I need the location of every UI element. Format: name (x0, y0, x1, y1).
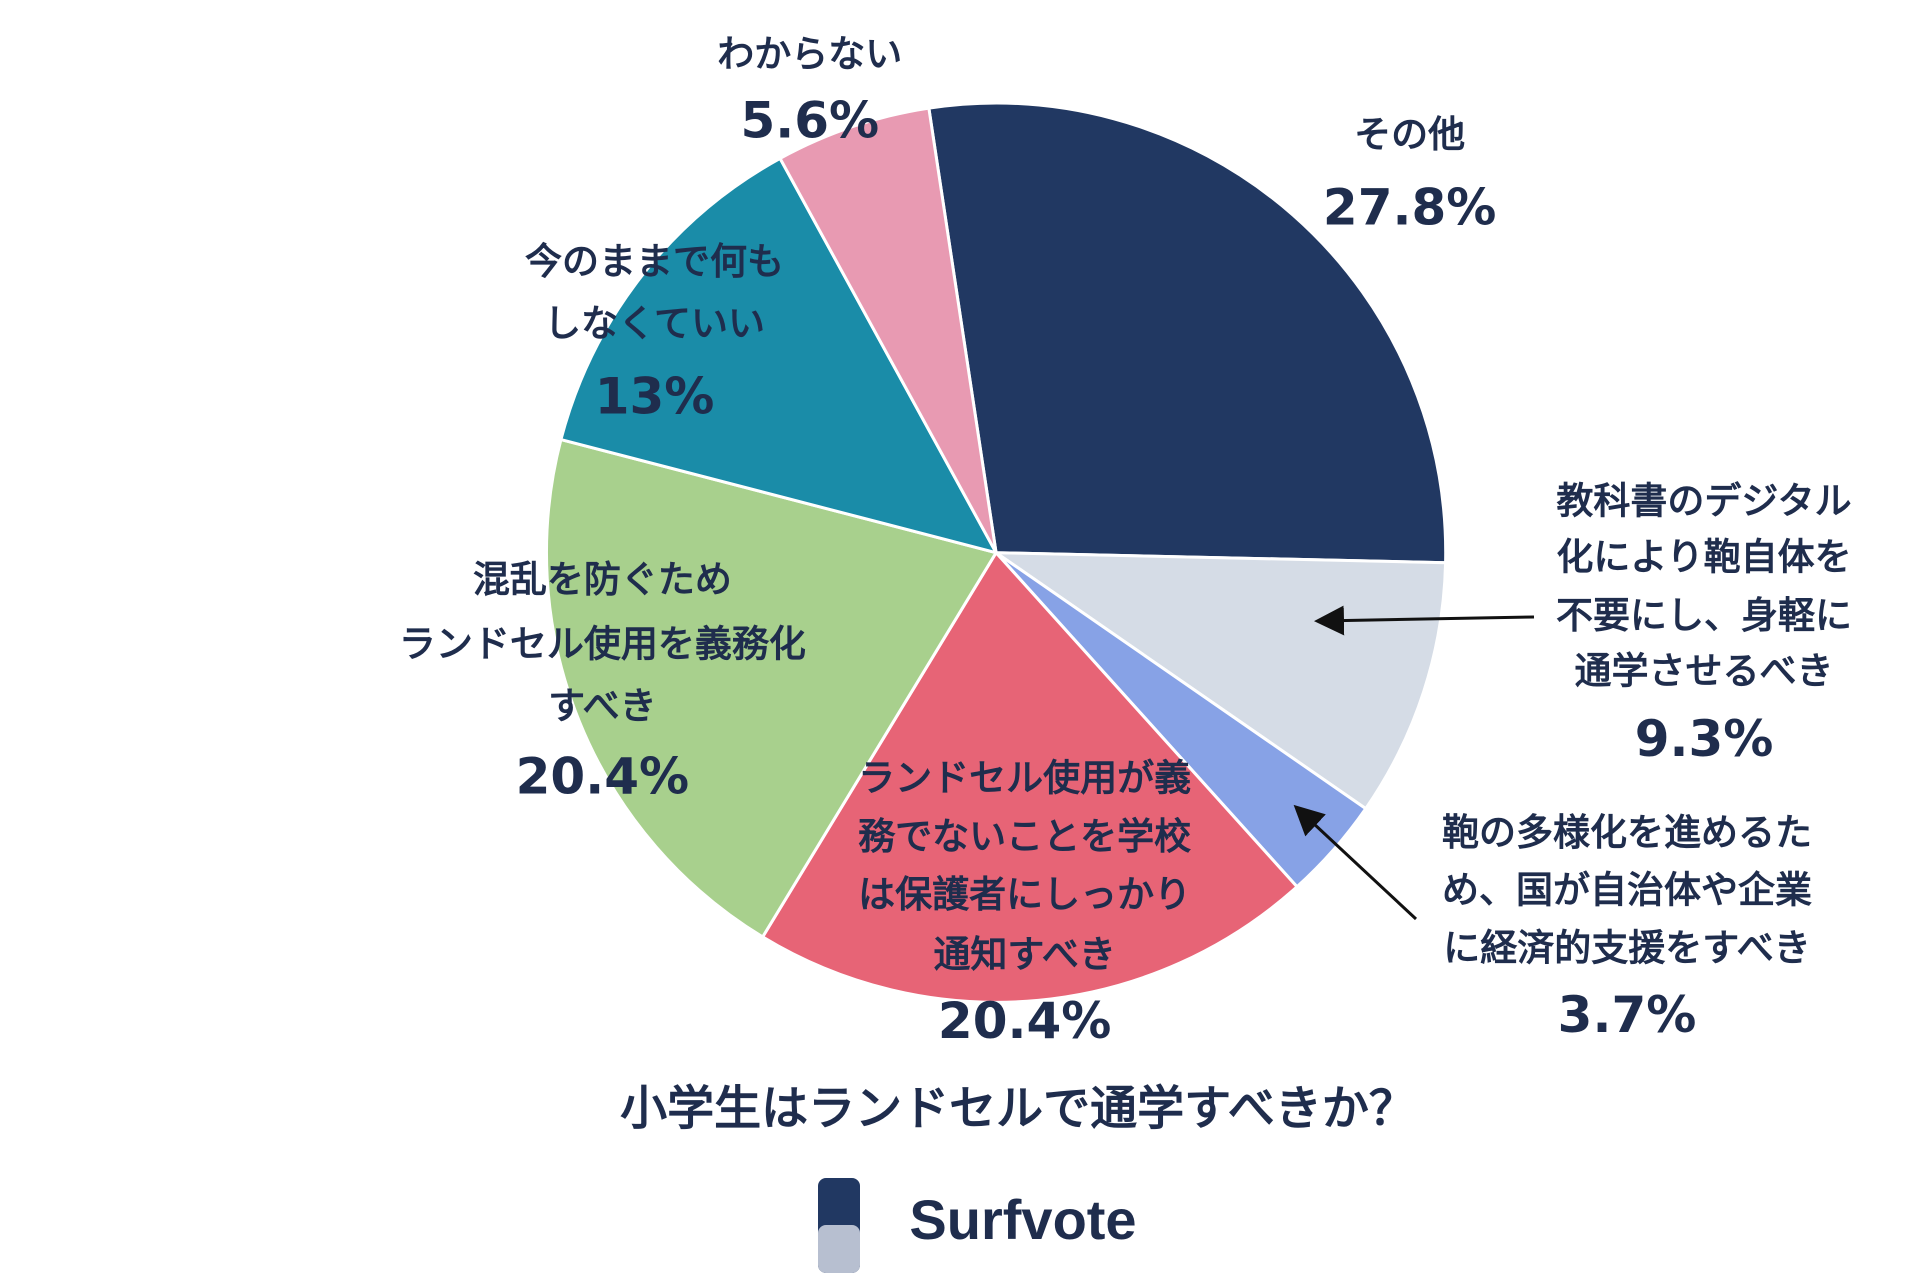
chart-title: 小学生はランドセルで通学すべきか？ (620, 1082, 1416, 1137)
brand: Surfvote (909, 1188, 1136, 1251)
slice-label: ランドセル使用が義 (858, 756, 1191, 799)
value-label: 5.6% (740, 92, 879, 150)
slice-label: 務でないことを学校 (858, 815, 1191, 858)
slice (545, 437, 999, 940)
slice-label: は保護者にしっかり (858, 873, 1191, 916)
slice-label: 今のままで何も (525, 240, 784, 283)
value-label: 9.3% (1635, 710, 1774, 768)
value-label: 3.7% (1558, 986, 1697, 1044)
value-label: 13% (595, 367, 715, 425)
slice-label: 教科書のデジタル (1556, 480, 1851, 523)
slice (760, 550, 1300, 1004)
slice-label: 不要にし、身軽に (1556, 594, 1852, 637)
slice-label: 鞄の多様化を進めるた (1442, 811, 1812, 854)
slice-label: め、国が自治体や企業 (1442, 868, 1812, 911)
slice-label: しなくていい (544, 302, 765, 345)
slice (927, 101, 1448, 565)
slice-label: 混乱を防ぐため (473, 558, 732, 601)
arrow (1314, 605, 1535, 636)
slice (559, 156, 1000, 556)
slice-label: 通知すべき (933, 933, 1115, 976)
slice-label: 通学させるべき (1575, 650, 1834, 693)
value-label: 20.4% (516, 747, 689, 805)
logo-icon (818, 1225, 860, 1273)
slice-label: すべき (548, 684, 656, 727)
slice-label: その他 (1354, 113, 1465, 156)
arrow (1293, 804, 1418, 921)
value-label: 20.4% (938, 992, 1111, 1050)
logo: Surfvote (818, 1178, 1137, 1273)
slice-label: ランドセル使用を義務化 (399, 622, 806, 665)
pie (545, 101, 1448, 1004)
slice-label: に経済的支援をすべき (1443, 927, 1810, 970)
slice (778, 106, 998, 554)
value-label: 27.8% (1323, 179, 1496, 237)
slice-label: 化により鞄自体を (1556, 535, 1851, 578)
slice-label: わからない (717, 32, 902, 75)
